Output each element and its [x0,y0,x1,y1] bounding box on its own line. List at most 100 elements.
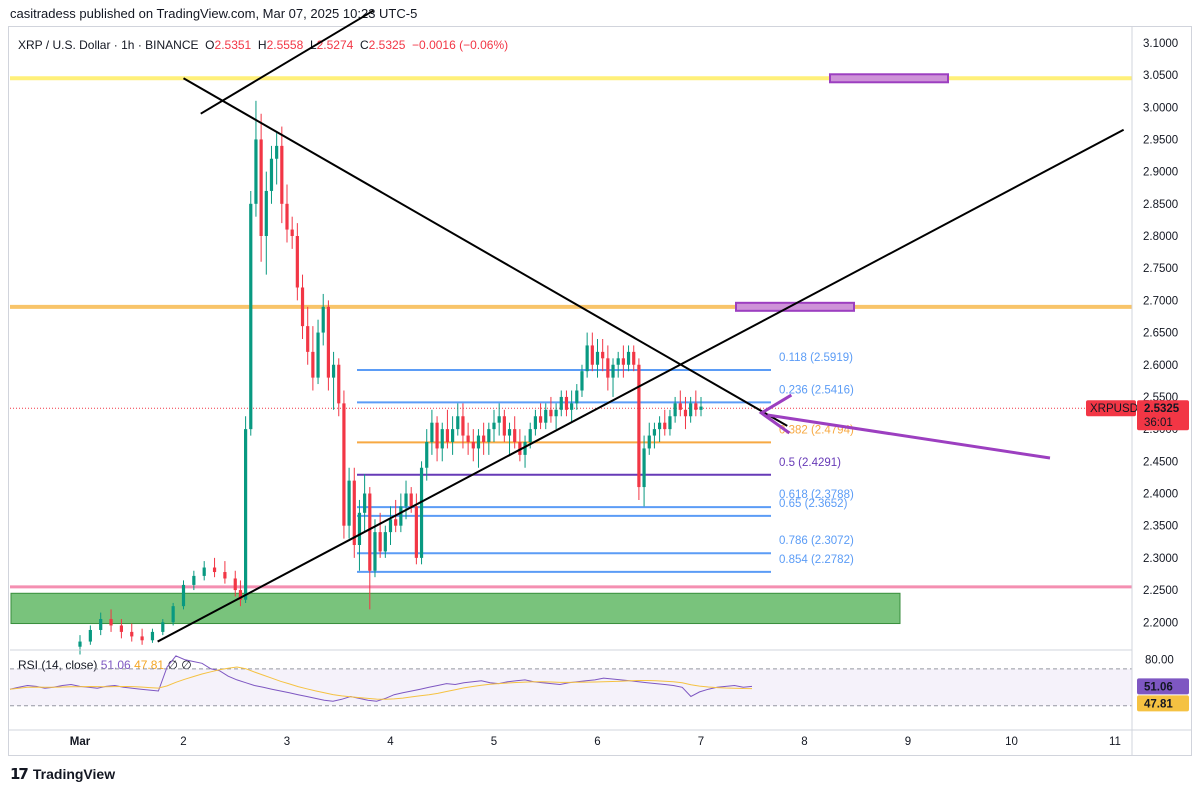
footer-brand: TradingView [32,766,116,782]
price-tick: 2.9500 [1143,134,1178,146]
candle [326,300,330,391]
candle [580,364,584,397]
price-tick: 3.1000 [1143,38,1178,50]
price-tick: 2.6500 [1143,328,1178,340]
price-tick: 2.2500 [1143,585,1178,597]
symbol-label[interactable]: XRP / U.S. Dollar · 1h · BINANCE [18,38,199,52]
candle-body [388,519,393,533]
candle-body [694,403,698,410]
candle [440,422,444,462]
candle-body [673,403,677,417]
candle [425,429,429,481]
candle [513,416,517,449]
candle [621,345,625,378]
candle [161,619,165,636]
trendline-0 [183,77,788,427]
candle-body [471,442,475,449]
price-tick: 2.7500 [1143,263,1178,275]
price-tick: 3.0500 [1143,70,1178,82]
candle-body [699,406,703,410]
candle [373,519,377,578]
low-label: L [309,38,317,52]
ticker-badge-text: XRPUSD [1090,403,1138,415]
candle-body [513,429,517,442]
candle [533,409,537,436]
candle-body [678,403,682,410]
candle-body [476,435,481,449]
candle [316,319,320,385]
candle-body [482,435,486,442]
price-tick: 2.8500 [1143,199,1178,211]
tradingview-footer[interactable]: 𝟭𝟳 TradingView [10,765,115,783]
candle [280,126,284,224]
fib-label-1: 0.236 (2.5416) [779,384,854,396]
candle-body [538,416,543,423]
zone-marker-top [829,73,949,84]
candle-body [683,409,688,417]
time-tick: Mar [70,736,91,748]
candle-body [626,351,631,365]
candle [507,422,512,455]
candle-body [321,306,325,333]
time-tick: 6 [594,736,600,748]
price-badge [1137,400,1189,431]
trendline-2 [200,9,374,115]
candle-body [249,203,253,430]
candle-body [606,358,610,378]
candle-body [140,636,144,641]
candle-body [487,429,491,442]
candle [244,416,248,603]
candle-body [502,416,506,436]
annotation-arrow-head [758,393,793,435]
price-tick: 2.4000 [1143,489,1178,501]
candle-body [352,480,356,545]
candle-body [642,448,646,488]
candle [683,396,688,430]
candle [647,422,651,455]
candle [249,190,253,436]
candle-body [440,429,444,449]
candle-body [414,506,418,558]
candle-body [181,584,186,607]
candle-body [580,371,584,391]
candle-body [244,429,248,600]
candle-body [445,429,450,442]
fib-label-5: 0.65 (2.3652) [779,498,848,510]
candle-body [585,345,589,372]
rsi-band [10,668,1132,706]
candle [430,409,434,455]
candle-body [611,364,615,378]
candle [99,612,103,636]
candle-body [492,422,496,430]
candle-body [409,493,413,507]
candle-body [544,409,548,423]
candle [658,416,662,442]
candle-body [575,390,579,404]
candle [590,332,594,372]
fib-label-6: 0.786 (2.3072) [779,535,854,547]
candle-body [331,364,336,378]
high-label: H [257,38,267,52]
candle [233,570,237,597]
candle-body [601,351,605,359]
candle [363,474,367,533]
candle [451,416,455,455]
candle-body [590,345,594,365]
candles-layer [78,100,703,655]
candle-body [88,629,92,642]
candle-body [363,493,367,513]
fib-label-2: 0.382 (2.4794) [779,424,854,436]
candle-body [238,590,243,600]
candle [538,403,543,430]
candle [518,429,522,462]
candle [549,396,553,423]
price-tick: 2.6000 [1143,360,1178,372]
candle-body [285,203,289,230]
candle [673,396,677,423]
candle [352,467,356,558]
candle [259,113,263,262]
candle-body [595,351,600,365]
rsi-label[interactable]: RSI (14, close) [18,658,98,672]
candle [492,409,496,442]
